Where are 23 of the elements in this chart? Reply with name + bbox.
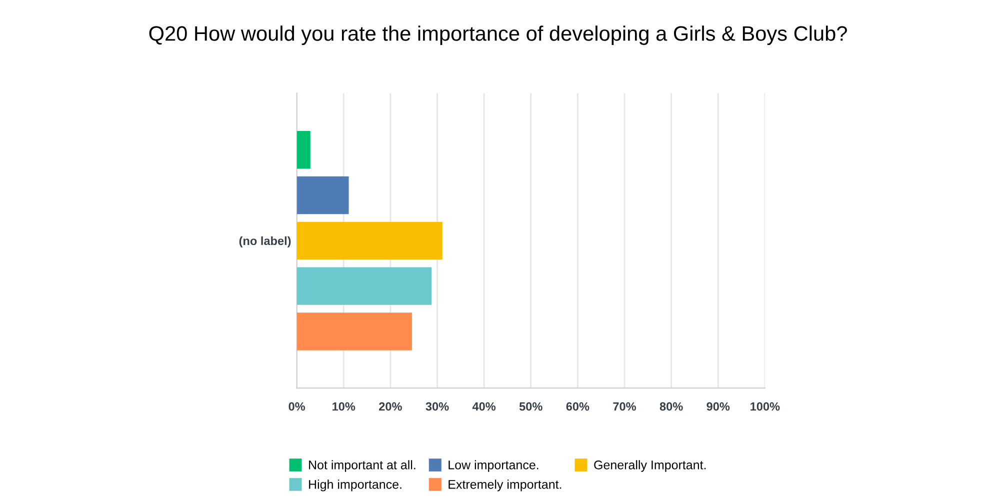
x-tick-label: 10% bbox=[332, 402, 356, 411]
legend-label: Not important at all. bbox=[309, 460, 416, 472]
bar bbox=[296, 267, 432, 305]
bar bbox=[296, 176, 349, 214]
x-tick-label: 60% bbox=[566, 402, 590, 411]
x-tick-label: 70% bbox=[613, 402, 636, 411]
x-tick-label: 100% bbox=[750, 402, 780, 411]
legend-label: Low importance. bbox=[448, 460, 538, 472]
y-tick-label: (no label) bbox=[239, 236, 291, 248]
bar bbox=[296, 222, 442, 260]
x-tick-label: 90% bbox=[706, 402, 730, 411]
x-tick-label: 0% bbox=[288, 402, 306, 411]
bar bbox=[296, 312, 412, 350]
bar bbox=[296, 131, 310, 169]
chart-title: Q20 How would you rate the importance of developing a Girls & Boys Club? bbox=[149, 26, 847, 45]
x-tick-label: 40% bbox=[472, 402, 496, 411]
legend-label: Extremely important. bbox=[448, 480, 562, 492]
x-tick-label: 50% bbox=[519, 402, 542, 411]
legend-label: High importance. bbox=[309, 480, 402, 492]
legend-label: Generally Important. bbox=[594, 460, 706, 472]
x-tick-label: 80% bbox=[660, 402, 683, 411]
x-tick-label: 30% bbox=[426, 402, 449, 411]
x-tick-label: 20% bbox=[379, 402, 402, 411]
